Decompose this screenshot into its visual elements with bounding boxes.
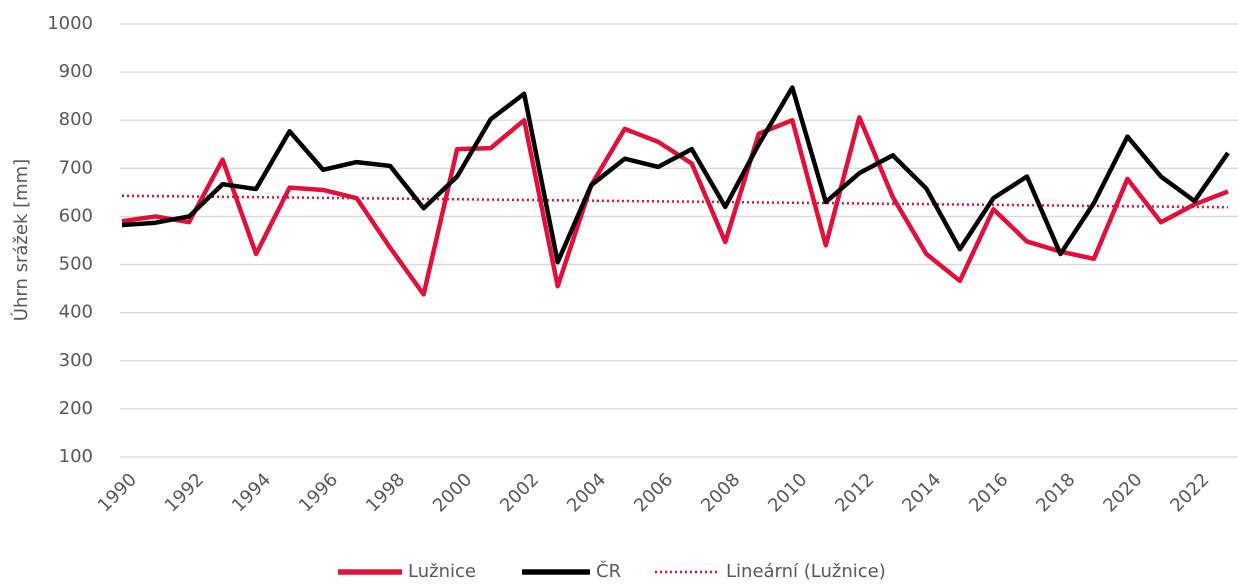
legend-label: Lužnice (408, 561, 476, 582)
x-tick-label: 2012 (831, 469, 878, 516)
y-tick-label: 700 (59, 157, 93, 178)
y-tick-label: 400 (59, 302, 93, 323)
y-tick-label: 200 (59, 398, 93, 419)
x-tick-label: 1992 (161, 469, 208, 516)
x-tick-label: 2014 (898, 469, 945, 516)
series-line (121, 85, 1230, 265)
x-tick-label: 1996 (295, 469, 342, 516)
x-tick-label: 2020 (1099, 469, 1146, 516)
y-tick-label: 500 (59, 254, 93, 275)
x-tick-label: 1994 (228, 469, 275, 516)
y-axis-label: Úhrn srážek [mm] (10, 159, 32, 321)
x-tick-label: 2004 (563, 469, 610, 516)
x-tick-label: 1998 (362, 469, 409, 516)
y-tick-label: 1000 (47, 13, 93, 34)
y-tick-label: 300 (59, 350, 93, 371)
y-tick-label: 100 (59, 446, 93, 467)
x-tick-label: 2006 (630, 469, 677, 516)
x-tick-label: 2000 (429, 469, 476, 516)
legend-label: ČR (596, 560, 621, 582)
y-tick-label: 600 (59, 205, 93, 226)
x-tick-label: 2016 (965, 469, 1012, 516)
y-tick-label: 900 (59, 61, 93, 82)
series-line (121, 115, 1229, 297)
x-tick-label: 1990 (94, 469, 141, 516)
x-tick-label: 2018 (1032, 469, 1079, 516)
y-tick-label: 800 (59, 109, 93, 130)
x-tick-label: 2010 (764, 469, 811, 516)
x-tick-label: 2022 (1166, 469, 1213, 516)
x-tick-label: 2002 (496, 469, 543, 516)
x-tick-label: 2008 (697, 469, 744, 516)
trend-line (121, 194, 1229, 209)
legend-label: Lineární (Lužnice) (726, 561, 886, 582)
